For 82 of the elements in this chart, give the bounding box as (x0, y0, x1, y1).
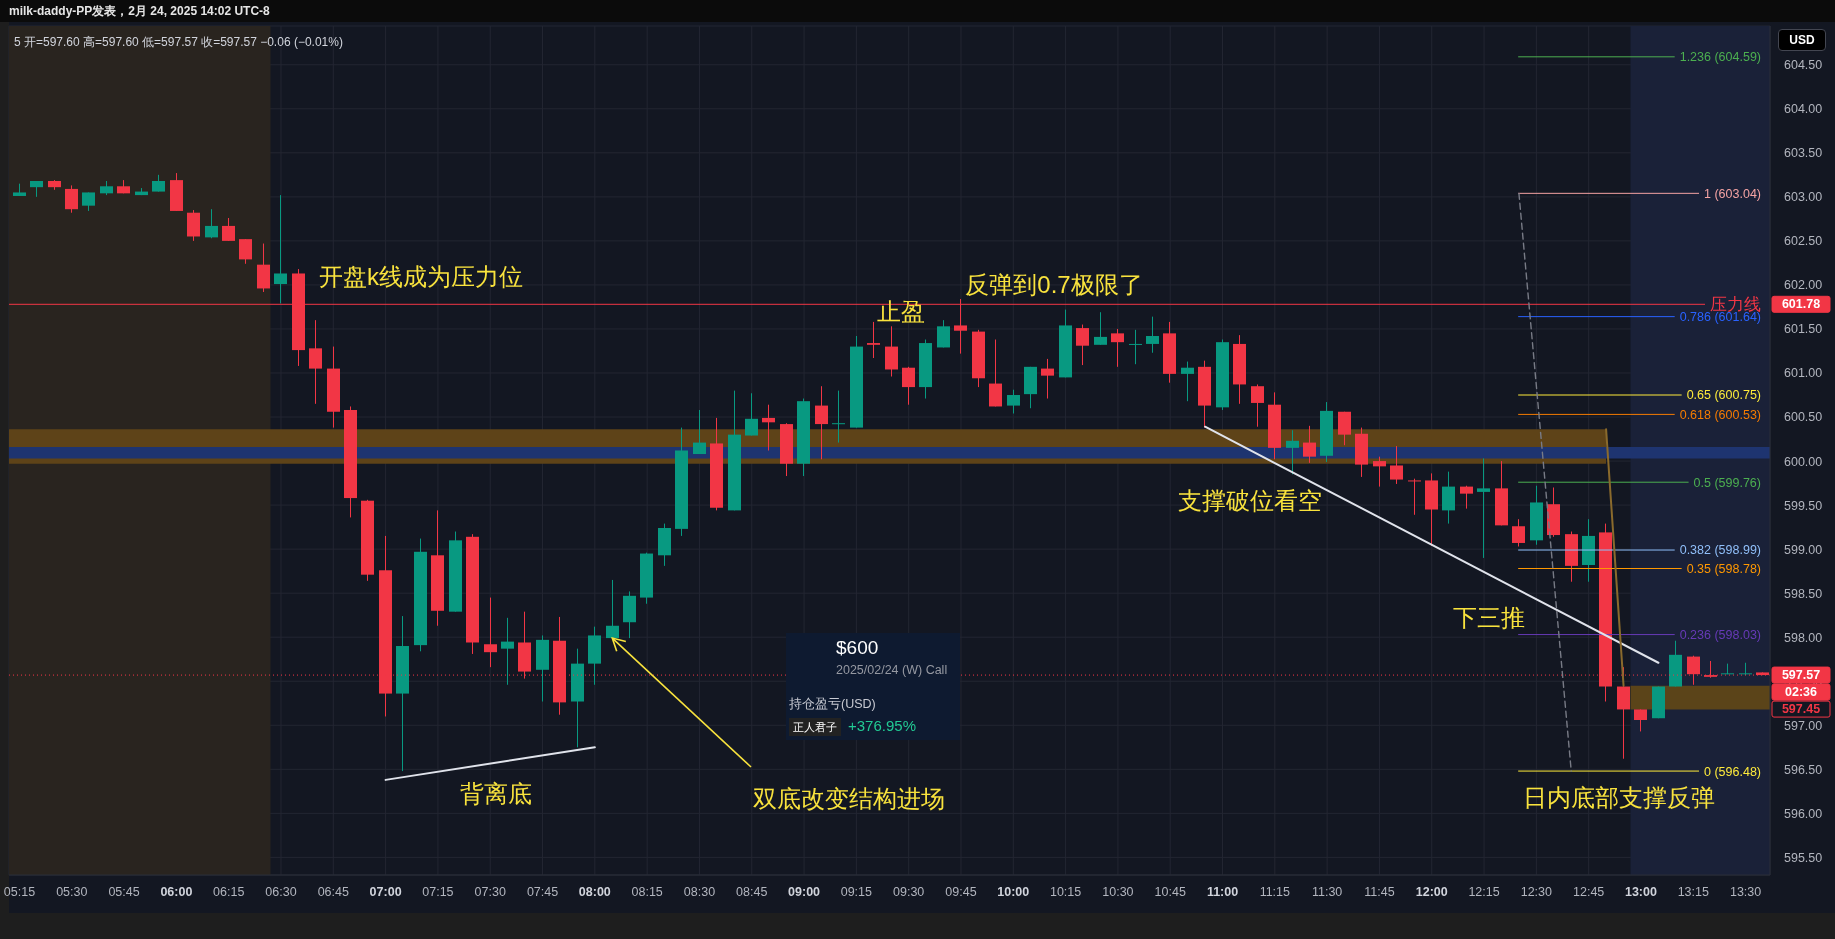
x-tick-label: 05:45 (108, 885, 140, 899)
annotation: 下三推 (1453, 603, 1525, 631)
y-tick-label: 602.00 (1784, 278, 1823, 293)
y-tick-label: 595.50 (1784, 850, 1823, 865)
x-tick-label: 12:45 (1573, 885, 1605, 899)
x-tick-label: 05:30 (56, 885, 88, 899)
x-tick-label: 11:45 (1364, 885, 1395, 899)
x-tick-label: 08:00 (578, 885, 611, 899)
y-tick-label: 599.50 (1784, 498, 1823, 513)
ref-line-label: 0.382 (598.99) (1679, 543, 1761, 558)
name-badge: 正人君子 (789, 718, 841, 736)
y-tick-label: 598.00 (1784, 630, 1823, 645)
x-tick-label: 09:45 (945, 885, 977, 899)
y-tick-label: 598.50 (1784, 586, 1823, 601)
x-tick-label: 10:15 (1049, 885, 1082, 899)
y-tick-label: 597.00 (1784, 718, 1823, 733)
ref-line-label: 1 (603.04) (1704, 186, 1761, 201)
x-tick-label: 11:00 (1206, 885, 1239, 899)
x-tick-label: 07:30 (474, 885, 506, 899)
annotation: 止盈 (877, 297, 925, 325)
ref-line-label: 0.65 (600.75) (1686, 388, 1761, 403)
x-tick-label: 10:00 (997, 885, 1030, 899)
ref-line-label: 0 (596.48) (1704, 764, 1761, 779)
x-tick-label: 09:15 (840, 885, 873, 899)
x-tick-label: 13:15 (1677, 885, 1709, 899)
y-tick-label: 596.00 (1784, 806, 1823, 821)
ref-line-label: 0.236 (598.03) (1679, 628, 1761, 642)
x-tick-label: 13:30 (1729, 885, 1762, 899)
text: 597.57 (1781, 668, 1821, 683)
annotation: 持仓盈亏(USD) (789, 696, 876, 713)
x-tick-label: 07:00 (369, 885, 402, 899)
y-tick-label: 599.00 (1784, 542, 1823, 557)
annotation: 反弹到0.7极限了 (965, 270, 1143, 298)
x-tick-label: 12:00 (1415, 885, 1448, 899)
x-tick-label: 10:45 (1154, 885, 1186, 899)
x-tick-label: 08:45 (736, 885, 768, 899)
ref-line-label: 0.5 (599.76) (1693, 475, 1762, 490)
y-tick-label: 600.00 (1784, 454, 1823, 469)
annotation: $600 (836, 637, 879, 659)
y-tick-label: 604.50 (1784, 58, 1823, 73)
annotation: 2025/02/24 (W) Call (836, 663, 948, 677)
x-tick-label: 07:45 (526, 885, 559, 899)
annotation: +376.95% (848, 717, 916, 734)
text: 601.78 (1781, 297, 1821, 312)
y-tick-label: 600.50 (1784, 410, 1823, 425)
annotation: 正人君子 (793, 719, 837, 735)
x-tick-label: 07:15 (422, 885, 454, 899)
y-tick-label: 603.00 (1784, 190, 1823, 205)
x-tick-label: 08:15 (631, 885, 663, 899)
y-tick-label: 603.50 (1784, 146, 1823, 161)
x-tick-label: 06:30 (265, 885, 297, 899)
x-tick-label: 09:30 (893, 885, 925, 899)
x-tick-label: 13:00 (1624, 885, 1657, 899)
x-tick-label: 09:00 (788, 885, 821, 899)
annotation: 日内底部支撑反弹 (1523, 783, 1715, 811)
text: 5 开=597.60 高=597.60 低=597.57 收=597.57 −0.06 (−0.01%) (14, 34, 343, 51)
y-tick-label: 601.00 (1784, 366, 1823, 381)
x-tick-label: 05:15 (3, 885, 36, 899)
annotation: 开盘k线成为压力位 (319, 262, 523, 290)
x-tick-label: 08:30 (683, 885, 716, 899)
chart-title: milk-daddy-PP发表，2月 24, 2025 14:02 UTC-8 (9, 4, 270, 18)
annotation: 双底改变结构进场 (753, 784, 945, 812)
ref-line-label: 0.35 (598.78) (1686, 561, 1761, 576)
annotation: 背离底 (460, 779, 532, 807)
x-tick-label: 12:15 (1468, 885, 1500, 899)
x-tick-label: 11:30 (1311, 885, 1343, 899)
x-tick-label: 06:15 (213, 885, 245, 899)
x-tick-label: 10:30 (1102, 885, 1134, 899)
ref-line-label: 0.618 (600.53) (1679, 407, 1761, 422)
y-tick-label: 602.50 (1784, 234, 1823, 249)
x-tick-label: 06:45 (317, 885, 349, 899)
x-tick-label: 11:15 (1259, 885, 1291, 899)
ref-line-label: 1.236 (604.59) (1679, 50, 1761, 65)
currency-button: USD (1778, 29, 1826, 51)
y-tick-label: 604.00 (1784, 102, 1823, 117)
x-tick-label: 06:00 (160, 885, 193, 899)
y-tick-label: 601.50 (1784, 322, 1823, 337)
x-tick-label: 12:30 (1520, 885, 1553, 899)
band-label: 597.45 (1781, 702, 1821, 717)
text: 02:36 (1785, 685, 1818, 700)
y-tick-label: 596.50 (1784, 762, 1823, 777)
annotation: 支撑破位看空 (1178, 486, 1322, 514)
